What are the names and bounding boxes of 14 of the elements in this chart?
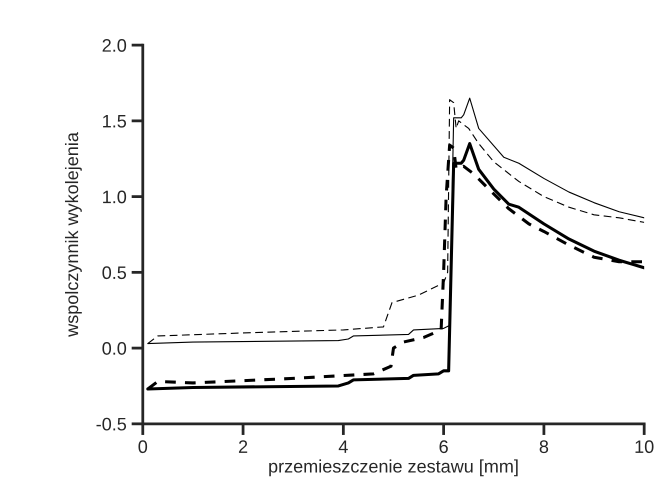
- y-tick-label: 2.0: [102, 39, 126, 52]
- x-tick-label: 0: [138, 440, 148, 454]
- y-tick-label: 1.5: [103, 114, 126, 128]
- x-tick-label: 6: [440, 440, 448, 454]
- x-tick-label: 10: [636, 440, 654, 454]
- y-tick-label: 0.0: [102, 342, 126, 355]
- x-tick-label: 4: [338, 440, 348, 453]
- y-tick-label: 0.5: [102, 266, 126, 280]
- x-axis-title: przemieszczenie zestawu [mm]: [269, 459, 518, 476]
- x-tick-label: 8: [540, 440, 548, 454]
- y-tick-label: 1.0: [103, 190, 126, 204]
- x-tick-label: 2: [238, 440, 248, 453]
- y-axis-title: wspolczynnik wykolejenia: [64, 132, 82, 337]
- y-tick-label: -0.5: [96, 418, 126, 431]
